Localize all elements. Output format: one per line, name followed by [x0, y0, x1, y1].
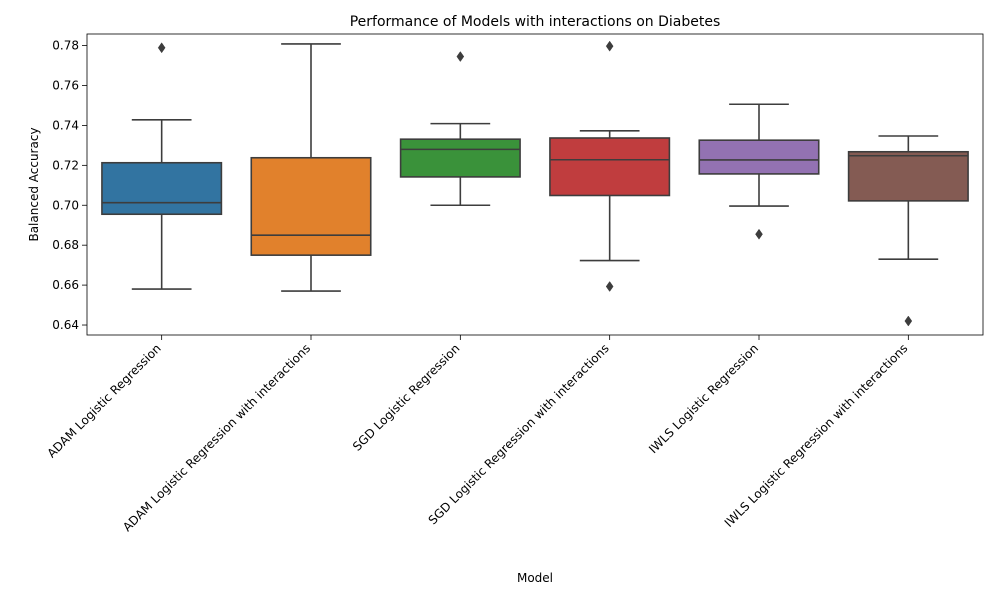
- y-axis: 0.64 0.66 0.68 0.70 0.72 0.74 0.76 0.78: [52, 39, 87, 332]
- outlier-point: [605, 281, 614, 292]
- x-tick-label: SGD Logistic Regression: [350, 341, 462, 453]
- x-tick-label: ADAM Logistic Regression with interactio…: [120, 341, 313, 534]
- box-6: [847, 135, 969, 327]
- iqr-box: [250, 156, 372, 256]
- y-tick-label: 0.76: [52, 78, 79, 92]
- outlier-point: [605, 40, 614, 52]
- x-axis-label: Model: [517, 571, 553, 585]
- iqr-box: [399, 138, 521, 178]
- box-3: [399, 51, 521, 207]
- y-tick-label: 0.78: [52, 39, 79, 53]
- plot-frame: [86, 33, 984, 336]
- y-tick-label: 0.72: [52, 158, 79, 172]
- outlier-point: [456, 51, 465, 62]
- iqr-box: [698, 139, 820, 175]
- box-4: [549, 40, 671, 292]
- x-tick-label: SGD Logistic Regression with interaction…: [426, 341, 612, 527]
- y-tick-label: 0.70: [52, 198, 79, 212]
- outlier-point: [157, 42, 166, 54]
- x-tick-label: ADAM Logistic Regression: [44, 341, 163, 460]
- y-tick-label: 0.66: [52, 278, 79, 292]
- outlier-point: [904, 315, 913, 327]
- box-1: [101, 42, 223, 290]
- y-tick-label: 0.64: [52, 318, 79, 332]
- y-tick-label: 0.74: [52, 118, 79, 132]
- iqr-box: [847, 150, 969, 202]
- box-5: [698, 103, 820, 240]
- y-axis-label: Balanced Accuracy: [27, 127, 41, 241]
- iqr-box: [101, 161, 223, 216]
- y-tick-label: 0.68: [52, 238, 79, 252]
- plot-area: [101, 40, 969, 327]
- outlier-point: [755, 228, 763, 240]
- chart-title: Performance of Models with interactions …: [350, 14, 721, 30]
- iqr-box: [549, 137, 671, 197]
- x-tick-label: IWLS Logistic Regression with interactio…: [722, 341, 911, 530]
- x-tick-label: IWLS Logistic Regression: [646, 341, 761, 456]
- box-2: [250, 43, 372, 292]
